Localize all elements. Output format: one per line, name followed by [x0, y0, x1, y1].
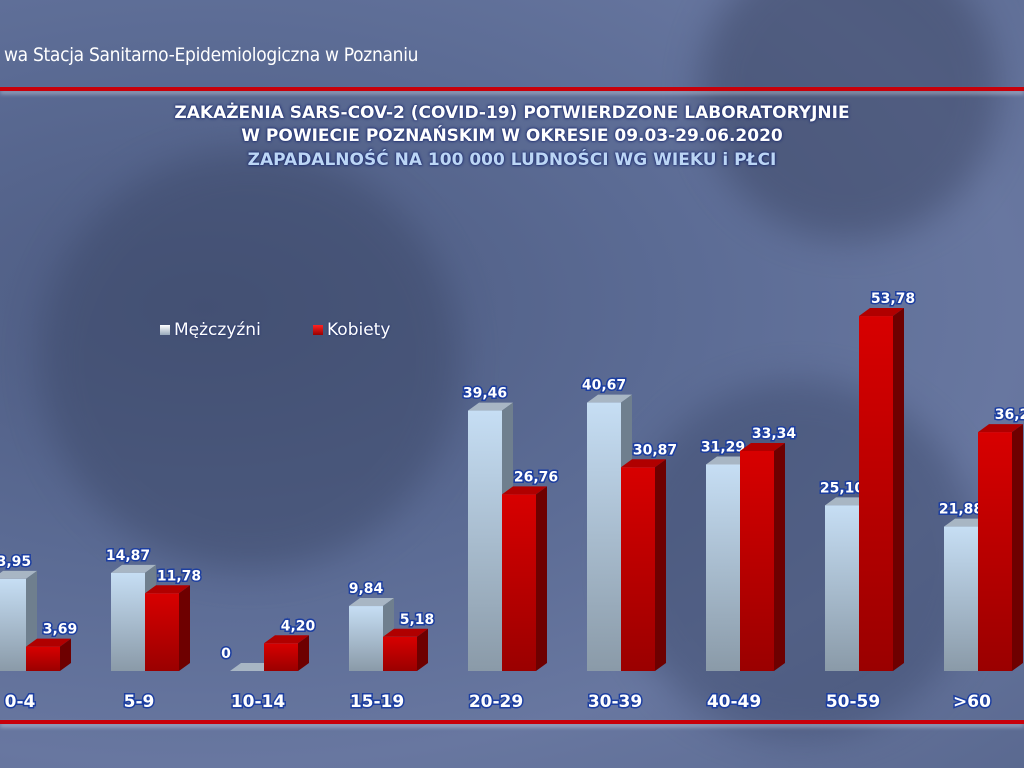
bar-top: [145, 585, 190, 594]
bar-side: [60, 638, 71, 671]
bar-top: [26, 638, 71, 647]
bar-women: [859, 316, 893, 671]
bar-men: [111, 572, 145, 671]
virus-background: [40, 150, 460, 570]
data-label: 14,87: [106, 548, 150, 564]
data-label: 31,29: [701, 439, 745, 455]
bar-top: [349, 598, 394, 607]
chart-subtitle: ZAPADALNOŚĆ NA 100 000 LUDNOŚCI WG WIEKU…: [247, 150, 777, 170]
category-label: 5-9: [124, 692, 155, 712]
data-label: 53,78: [871, 291, 915, 307]
bar-top: [621, 459, 666, 468]
bar-top: [859, 308, 904, 317]
bottom-divider: [0, 720, 1024, 724]
data-label: 4,20: [281, 618, 316, 634]
bar-side: [774, 442, 785, 671]
legend-item-women: Kobiety: [313, 320, 390, 340]
legend-item-men: Mężczyźni: [160, 320, 261, 340]
data-label: 13,95: [0, 554, 31, 570]
bar-top: [230, 663, 275, 671]
bar-top: [502, 486, 547, 495]
bar-women: [383, 636, 417, 671]
top-divider: [0, 87, 1024, 91]
chart-title: ZAKAŻENIA SARS-COV-2 (COVID-19) POTWIERD…: [174, 103, 850, 123]
bar-top: [383, 628, 428, 637]
bar-top: [978, 424, 1023, 433]
bar-women: [621, 467, 655, 671]
virus-background: [620, 380, 980, 740]
bar-men: [706, 464, 740, 671]
data-label: 21,88: [939, 502, 983, 518]
bar-top: [944, 518, 989, 527]
bar-side: [417, 628, 428, 671]
bar-side: [298, 635, 309, 671]
bar-side: [893, 308, 904, 671]
bar-top: [111, 564, 156, 573]
chart-title-line2: W POWIECIE POZNAŃSKIM W OKRESIE 09.03-29…: [241, 126, 783, 146]
bar-men: [587, 402, 621, 671]
data-label: 3,69: [43, 622, 78, 638]
bar-women: [264, 643, 298, 671]
bar-top: [706, 456, 751, 465]
data-label: 39,46: [463, 386, 507, 402]
organization-name: wa Stacja Sanitarno-Epidemiologiczna w P…: [4, 44, 419, 66]
category-label: 30-39: [588, 692, 642, 712]
bar-side: [1012, 424, 1023, 671]
bar-side: [179, 585, 190, 671]
category-label: 0-4: [5, 692, 36, 712]
bar-women: [145, 593, 179, 671]
bar-women: [978, 432, 1012, 671]
data-label: 5,18: [400, 612, 435, 628]
category-label: 40-49: [707, 692, 761, 712]
data-label: 11,78: [157, 568, 201, 584]
bar-side: [655, 459, 666, 671]
bar-top: [825, 497, 870, 506]
category-label: >60: [953, 692, 991, 712]
data-label: 30,87: [633, 442, 677, 458]
legend-label-men: Mężczyźni: [174, 320, 261, 340]
legend-swatch-women: [313, 325, 323, 335]
bar-top: [264, 635, 309, 644]
data-label: 36,2: [995, 407, 1024, 423]
category-label: 50-59: [826, 692, 880, 712]
data-label: 33,34: [752, 426, 797, 442]
category-label: 15-19: [350, 692, 404, 712]
bar-men: [944, 526, 978, 671]
bar-men: [349, 606, 383, 671]
data-label: 26,76: [514, 469, 558, 485]
bar-top: [740, 442, 785, 451]
data-label: 9,84: [349, 581, 384, 597]
bar-men: [468, 410, 502, 671]
bar-women: [502, 494, 536, 671]
virus-background: [700, 0, 1000, 240]
bar-top: [468, 402, 513, 411]
bar-men: [0, 578, 26, 671]
category-label: 10-14: [231, 692, 286, 712]
bar-top: [0, 570, 37, 579]
bar-women: [26, 646, 60, 671]
category-label: 20-29: [469, 692, 523, 712]
legend-label-women: Kobiety: [327, 320, 391, 340]
bar-top: [587, 394, 632, 403]
bar-men: [825, 505, 859, 671]
data-label: 0: [221, 646, 231, 662]
data-label: 25,10: [820, 480, 865, 496]
legend-swatch-men: [160, 325, 170, 335]
bar-women: [740, 450, 774, 671]
data-label: 40,67: [582, 378, 626, 394]
bar-side: [536, 486, 547, 671]
